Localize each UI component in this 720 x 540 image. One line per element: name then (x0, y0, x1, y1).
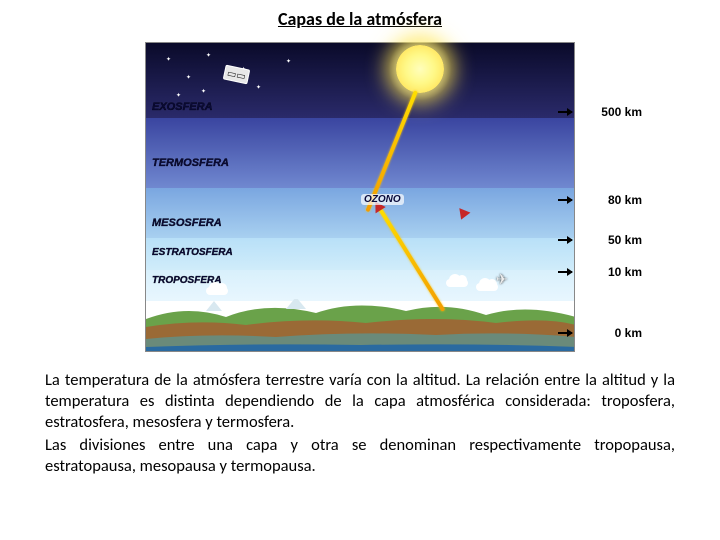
star-icon: ✦ (186, 73, 191, 81)
layer-label-termosfera: TERMOSFERA (152, 157, 229, 169)
description-text: La temperatura de la atmósfera terrestre… (45, 370, 675, 480)
paragraph-2: Las divisiones entre una capa y otra se … (45, 435, 675, 477)
star-icon: ✦ (176, 91, 181, 99)
altitude-label: 500 km (582, 105, 642, 119)
sun-icon (396, 45, 444, 93)
airplane-icon: ✈ (496, 271, 508, 288)
layer-mesosfera (146, 188, 574, 238)
layer-label-estratosfera: ESTRATOSFERA (152, 247, 233, 258)
atmosphere-diagram: EXOSFERATERMOSFERAMESOSFERAESTRATOSFERAT… (145, 42, 575, 352)
cloud-icon (206, 287, 228, 295)
star-icon: ✦ (256, 83, 261, 91)
paragraph-1: La temperatura de la atmósfera terrestre… (45, 370, 675, 433)
altitude-label: 80 km (582, 193, 642, 207)
star-icon: ✦ (201, 87, 206, 95)
star-icon: ✦ (286, 57, 291, 65)
altitude-label: 50 km (582, 233, 642, 247)
altitude-tick (558, 111, 572, 113)
cloud-icon (446, 279, 468, 287)
star-icon: ✦ (206, 51, 211, 59)
star-icon: ✦ (166, 55, 171, 63)
layer-termosfera (146, 118, 574, 188)
ozono-label: OZONO (361, 194, 404, 205)
ground-terrain (146, 299, 574, 351)
page-title: Capas de la atmósfera (0, 0, 720, 30)
altitude-tick (558, 239, 572, 241)
altitude-label: 10 km (582, 265, 642, 279)
altitude-tick (558, 199, 572, 201)
cloud-icon (476, 283, 498, 291)
layer-label-mesosfera: MESOSFERA (152, 217, 222, 229)
altitude-tick (558, 332, 572, 334)
altitude-label: 0 km (582, 326, 642, 340)
layer-label-exosfera: EXOSFERA (152, 101, 213, 113)
altitude-tick (558, 271, 572, 273)
